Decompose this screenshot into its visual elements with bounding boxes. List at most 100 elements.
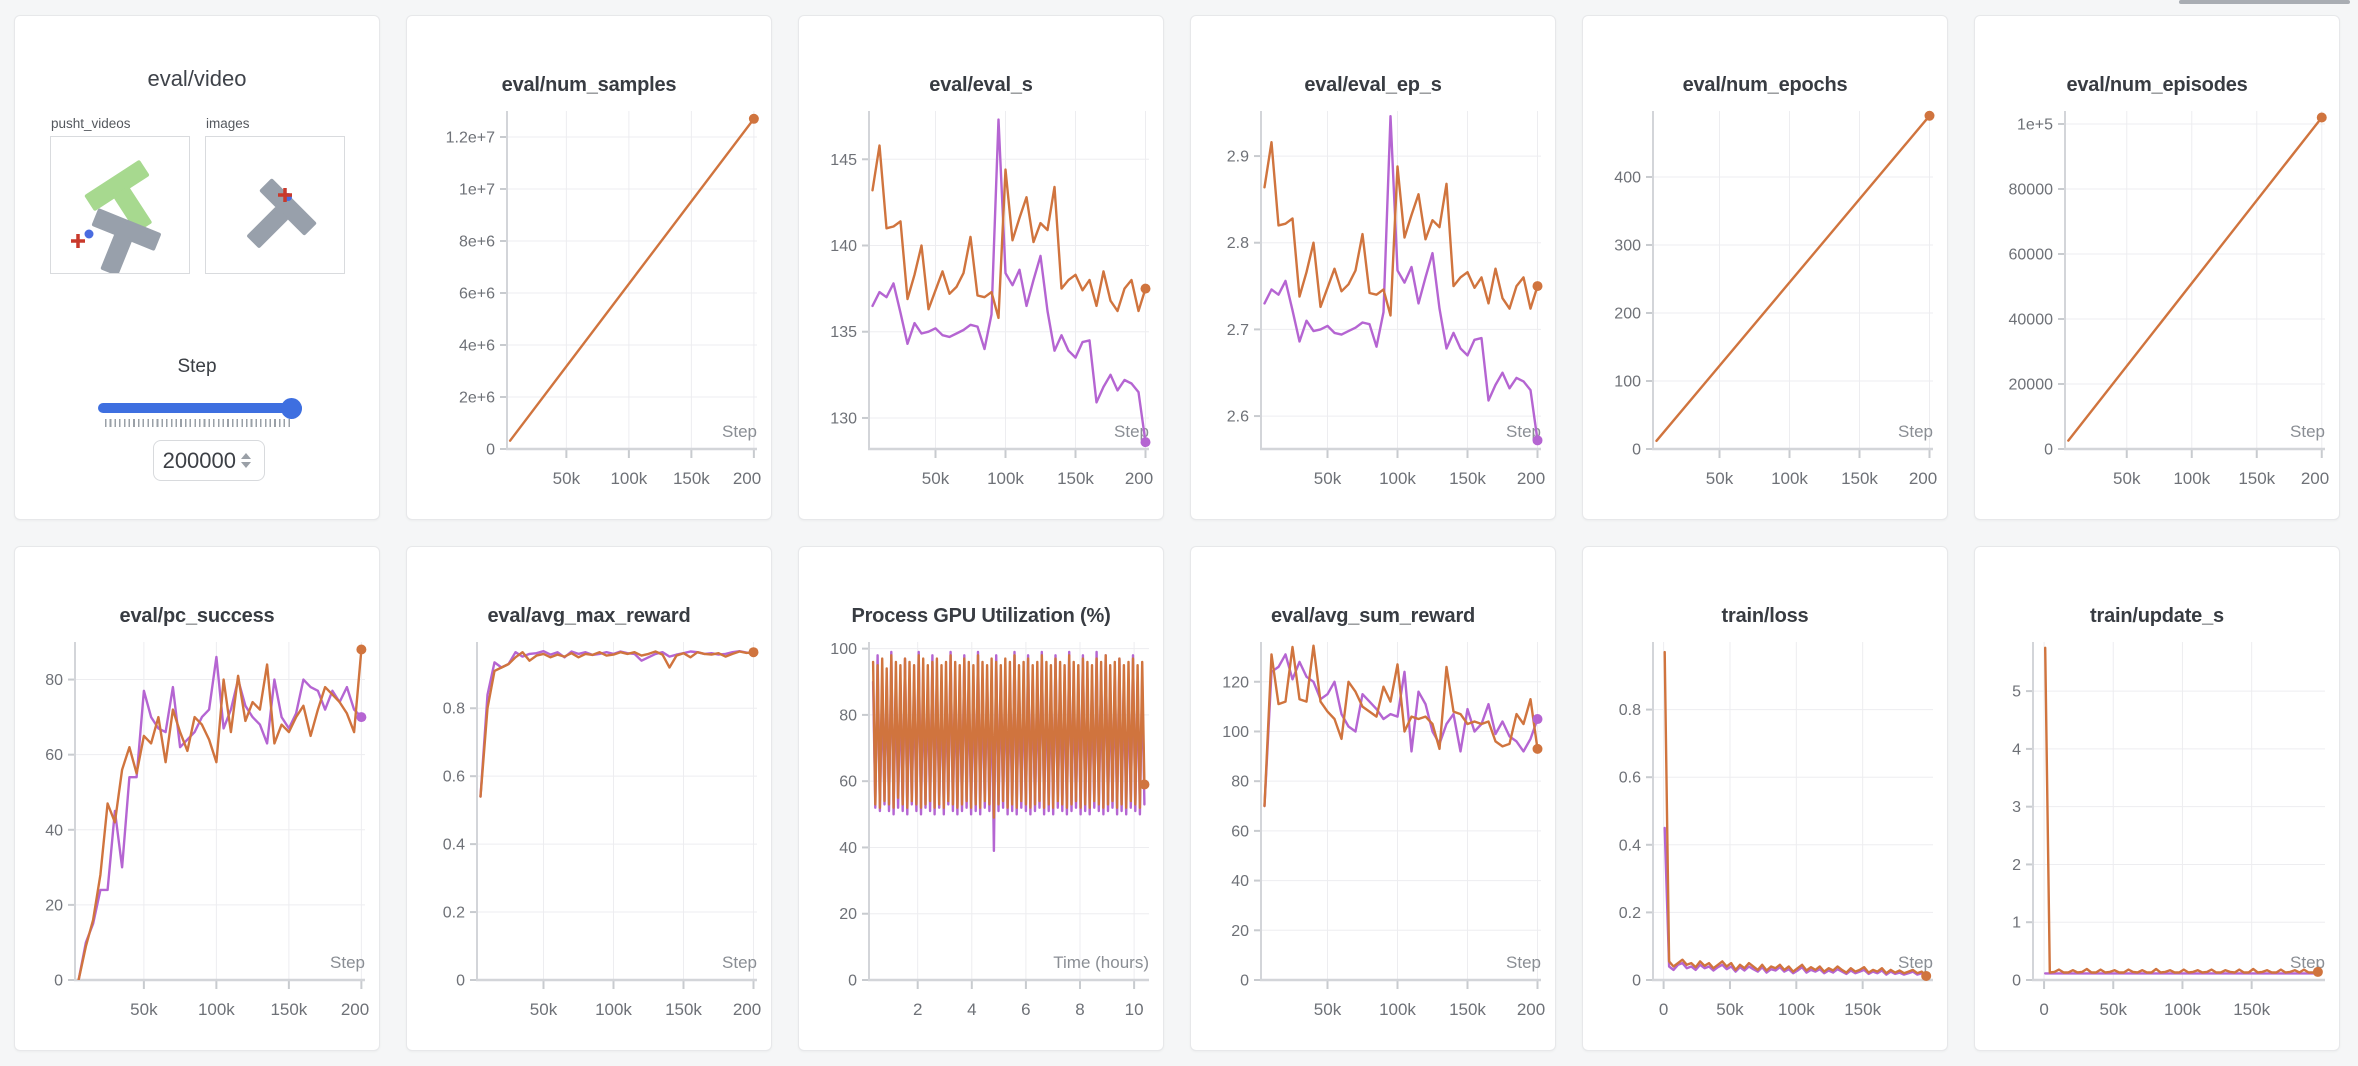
panel-eval-eval-ep-s[interactable]: eval/eval_ep_s 50k 100k 150k 200 2.6 2.7 2.8 2.9… — [1190, 15, 1556, 520]
panel-process-gpu-utilization[interactable]: Process GPU Utilization (%) 2 4 6 8 10 0 20 40 60… — [798, 546, 1164, 1051]
step-slider-track[interactable] — [98, 403, 302, 413]
svg-text:100k: 100k — [1778, 1000, 1815, 1019]
svg-text:300: 300 — [1614, 237, 1641, 254]
series-line-run-purple — [1263, 653, 1539, 808]
svg-text:140: 140 — [830, 238, 857, 255]
svg-text:50k: 50k — [1314, 469, 1342, 488]
x-axis-label: Step — [1506, 422, 1541, 441]
x-axis-label: Step — [1898, 953, 1933, 972]
chart-canvas-eval-num-epochs[interactable]: 50k 100k 150k 200 0 100 200 300 400 Step — [1583, 16, 1948, 520]
panel-eval-num-episodes[interactable]: eval/num_episodes 50k 100k 150k 200 0 20000 400… — [1974, 15, 2340, 520]
endpoint-dot-run-orange — [2316, 112, 2327, 123]
panel-eval-eval-s[interactable]: eval/eval_s 50k 100k 150k 200 130 135 140 145 Ste… — [798, 15, 1164, 520]
chart-title: eval/num_episodes — [2066, 74, 2248, 96]
chart-title: eval/avg_sum_reward — [1270, 605, 1476, 627]
chart-title: train/loss — [1721, 605, 1809, 627]
step-value-input[interactable] — [154, 447, 236, 474]
panel-eval-num-samples[interactable]: eval/num_samples 50k 100k 150k 200 0 2e+6 4e+6 6… — [406, 15, 772, 520]
svg-text:100k: 100k — [595, 1000, 632, 1019]
endpoint-dot-run-purple — [356, 712, 367, 723]
svg-text:0.6: 0.6 — [1619, 770, 1641, 787]
svg-text:400: 400 — [1614, 169, 1641, 186]
svg-text:50k: 50k — [1716, 1000, 1744, 1019]
endpoint-dot-run-purple — [1140, 437, 1151, 448]
chart-canvas-eval-num-episodes[interactable]: 50k 100k 150k 200 0 20000 40000 60000 80000 1e+5 S… — [1975, 16, 2340, 520]
panel-eval-num-epochs[interactable]: eval/num_epochs 50k 100k 150k 200 0 100 200 300 4… — [1582, 15, 1948, 520]
chart-title: train/update_s — [2090, 605, 2224, 627]
step-input-box[interactable] — [153, 440, 265, 481]
svg-text:50k: 50k — [922, 469, 950, 488]
svg-text:200: 200 — [1517, 469, 1545, 488]
svg-text:100: 100 — [830, 641, 857, 658]
svg-text:150k: 150k — [2238, 469, 2275, 488]
x-axis-label: Time (hours) — [1053, 953, 1149, 972]
svg-text:1e+7: 1e+7 — [459, 182, 495, 199]
endpoint-dot-run-orange — [1921, 970, 1932, 981]
video-thumbnail-images[interactable] — [205, 136, 345, 274]
svg-text:200: 200 — [1125, 469, 1153, 488]
svg-text:100k: 100k — [1379, 1000, 1416, 1019]
scrollbar-handle[interactable] — [2179, 0, 2350, 4]
svg-text:50k: 50k — [2113, 469, 2141, 488]
svg-text:100k: 100k — [610, 469, 647, 488]
panel-train-update-s[interactable]: train/update_s 0 50k 100k 150k 0 1 2 3 4 5 Step — [1974, 546, 2340, 1051]
endpoint-dot-run-orange — [1532, 281, 1543, 292]
gridlines — [1254, 642, 1541, 989]
series-line-run-orange — [1263, 644, 1539, 808]
chart-canvas-eval-avg-sum-reward[interactable]: 50k 100k 150k 200 0 20 40 60 80 100 120 Step — [1191, 547, 1556, 1051]
video-thumbnail-pusht[interactable] — [50, 136, 190, 274]
svg-text:150k: 150k — [673, 469, 710, 488]
chart-canvas-train-loss[interactable]: 0 50k 100k 150k 0 0.2 0.4 0.6 0.8 Step — [1583, 547, 1948, 1051]
x-axis-label: Step — [722, 953, 757, 972]
svg-text:0: 0 — [2039, 1000, 2048, 1019]
svg-text:50k: 50k — [1314, 1000, 1342, 1019]
svg-text:200: 200 — [1614, 305, 1641, 322]
svg-text:60: 60 — [1231, 823, 1249, 840]
svg-text:40: 40 — [839, 840, 857, 857]
chart-canvas-eval-pc-success[interactable]: 50k 100k 150k 200 0 20 40 60 80 Step — [15, 547, 380, 1051]
svg-text:50k: 50k — [530, 1000, 558, 1019]
spinner-up-icon[interactable] — [241, 453, 251, 459]
svg-text:150k: 150k — [1841, 469, 1878, 488]
endpoint-dot-run-orange — [748, 113, 759, 124]
endpoint-dot-run-orange — [356, 644, 367, 655]
chart-canvas-eval-num-samples[interactable]: 50k 100k 150k 200 0 2e+6 4e+6 6e+6 8e+6 1e+7 1.2e+… — [407, 16, 772, 520]
thumb-label-images: images — [206, 116, 250, 131]
series-line-run-purple — [479, 649, 755, 798]
svg-text:145: 145 — [830, 152, 857, 169]
chart-canvas-eval-eval-ep-s[interactable]: 50k 100k 150k 200 2.6 2.7 2.8 2.9 Step — [1191, 16, 1556, 520]
x-axis-label: Step — [722, 422, 757, 441]
svg-text:3: 3 — [2012, 799, 2021, 816]
panel-eval-video[interactable]: eval/video pusht_videos images — [14, 15, 380, 520]
series-line-run-purple — [1263, 114, 1539, 442]
spinner-down-icon[interactable] — [241, 462, 251, 468]
svg-text:100: 100 — [1222, 724, 1249, 741]
svg-text:150k: 150k — [1449, 469, 1486, 488]
x-axis-label: Step — [1114, 422, 1149, 441]
svg-text:5: 5 — [2012, 684, 2021, 701]
chart-canvas-eval-eval-s[interactable]: 50k 100k 150k 200 130 135 140 145 Step — [799, 16, 1164, 520]
svg-text:200: 200 — [341, 1000, 369, 1019]
panel-eval-avg-sum-reward[interactable]: eval/avg_sum_reward 50k 100k 150k 200 0 20 40 60… — [1190, 546, 1556, 1051]
svg-text:2: 2 — [913, 1000, 922, 1019]
series-line-run-orange — [2043, 646, 2320, 974]
svg-text:200: 200 — [1517, 1000, 1545, 1019]
svg-text:200: 200 — [733, 1000, 761, 1019]
step-slider-thumb[interactable] — [281, 398, 302, 419]
panel-eval-pc-success[interactable]: eval/pc_success 50k 100k 150k 200 0 20 40 60 80 St… — [14, 546, 380, 1051]
gridlines — [862, 111, 1149, 458]
chart-title: eval/eval_ep_s — [1304, 74, 1442, 96]
panel-eval-avg-max-reward[interactable]: eval/avg_max_reward 50k 100k 150k 200 0 0.2 0.4… — [406, 546, 772, 1051]
svg-text:0: 0 — [2044, 442, 2053, 459]
chart-canvas-eval-avg-max-reward[interactable]: 50k 100k 150k 200 0 0.2 0.4 0.6 0.8 Step — [407, 547, 772, 1051]
svg-text:2.7: 2.7 — [1227, 322, 1249, 339]
svg-text:50k: 50k — [553, 469, 581, 488]
panel-train-loss[interactable]: train/loss 0 50k 100k 150k 0 0.2 0.4 0.6 0.8 Step — [1582, 546, 1948, 1051]
step-input-spinner[interactable] — [241, 453, 251, 468]
series-line-run-purple — [1663, 826, 1928, 978]
green-t-shape — [84, 160, 152, 233]
svg-text:150k: 150k — [665, 1000, 702, 1019]
